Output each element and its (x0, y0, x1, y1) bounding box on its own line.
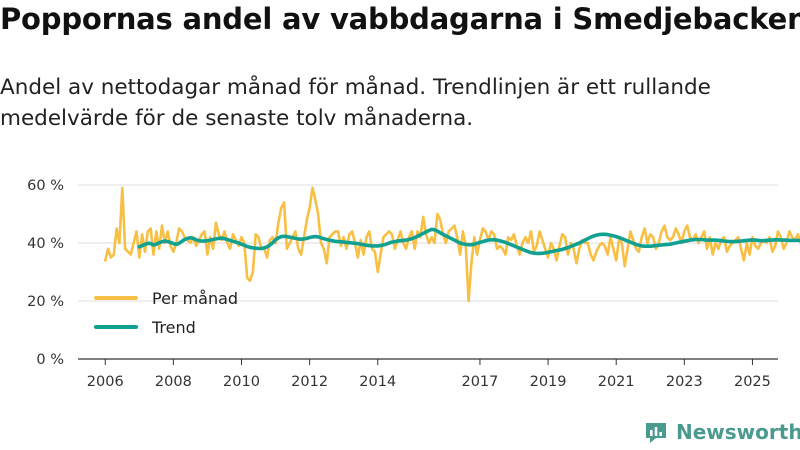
x-tick-label: 2017 (461, 374, 498, 390)
chart-title: Poppornas andel av vabbdagarna i Smedjeb… (0, 2, 800, 36)
x-tick-label: 2025 (734, 374, 771, 390)
x-axis: 2006 2008 2010 2012 2014 2017 2019 2021 2023 2025 (87, 359, 771, 390)
x-tick-label: 2008 (155, 374, 192, 390)
y-tick-label: 60 % (27, 178, 64, 194)
bar-chart-logo-icon (646, 423, 666, 443)
chart-subtitle: Andel av nettodagar månad för månad. Tre… (0, 75, 711, 131)
legend-label-per-manad: Per månad (152, 289, 238, 308)
x-tick-label: 2023 (666, 374, 703, 390)
legend-label-trend: Trend (151, 318, 196, 337)
brand: Newsworthy (644, 420, 800, 444)
x-tick-label: 2019 (530, 374, 567, 390)
series-line-trend (137, 227, 800, 256)
x-tick-label: 2014 (359, 374, 396, 390)
y-tick-label: 20 % (27, 294, 64, 310)
x-tick-label: 2006 (87, 374, 124, 390)
y-tick-label: 0 % (36, 352, 64, 368)
series-line-per-manad (104, 186, 800, 303)
x-tick-label: 2010 (223, 374, 260, 390)
x-tick-label: 2012 (291, 374, 328, 390)
legend: Per månad Trend (94, 289, 238, 337)
plot-area (104, 186, 800, 303)
x-tick-label: 2021 (598, 374, 635, 390)
brand-name: Newsworthy (676, 420, 800, 444)
y-tick-label: 40 % (27, 236, 64, 252)
y-axis: 0 % 20 % 40 % 60 % (27, 178, 64, 368)
